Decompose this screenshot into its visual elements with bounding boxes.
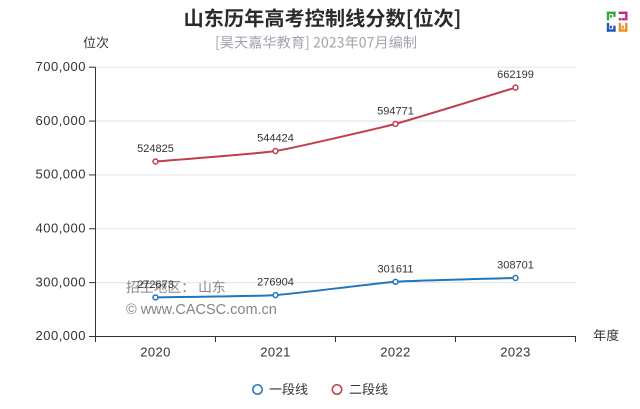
- svg-text:2022: 2022: [380, 344, 411, 359]
- svg-text:2020: 2020: [140, 344, 171, 359]
- svg-text:600,000: 600,000: [36, 113, 87, 128]
- svg-text:594771: 594771: [377, 106, 414, 118]
- svg-text:276904: 276904: [257, 277, 294, 289]
- svg-text:301611: 301611: [378, 263, 414, 275]
- svg-text:200,000: 200,000: [36, 328, 87, 343]
- svg-text:400,000: 400,000: [36, 220, 87, 235]
- svg-text:2021: 2021: [260, 344, 291, 359]
- svg-text:500,000: 500,000: [36, 167, 87, 182]
- svg-text:© www.CACSC.com.cn: © www.CACSC.com.cn: [126, 302, 277, 318]
- svg-text:662199: 662199: [497, 69, 534, 81]
- svg-text:272673: 272673: [137, 279, 174, 291]
- svg-text:524825: 524825: [137, 143, 174, 155]
- svg-text:700,000: 700,000: [36, 59, 87, 74]
- svg-text:308701: 308701: [497, 260, 534, 272]
- svg-text:544424: 544424: [257, 133, 294, 145]
- svg-text:2023: 2023: [500, 344, 531, 359]
- svg-text:300,000: 300,000: [36, 274, 87, 289]
